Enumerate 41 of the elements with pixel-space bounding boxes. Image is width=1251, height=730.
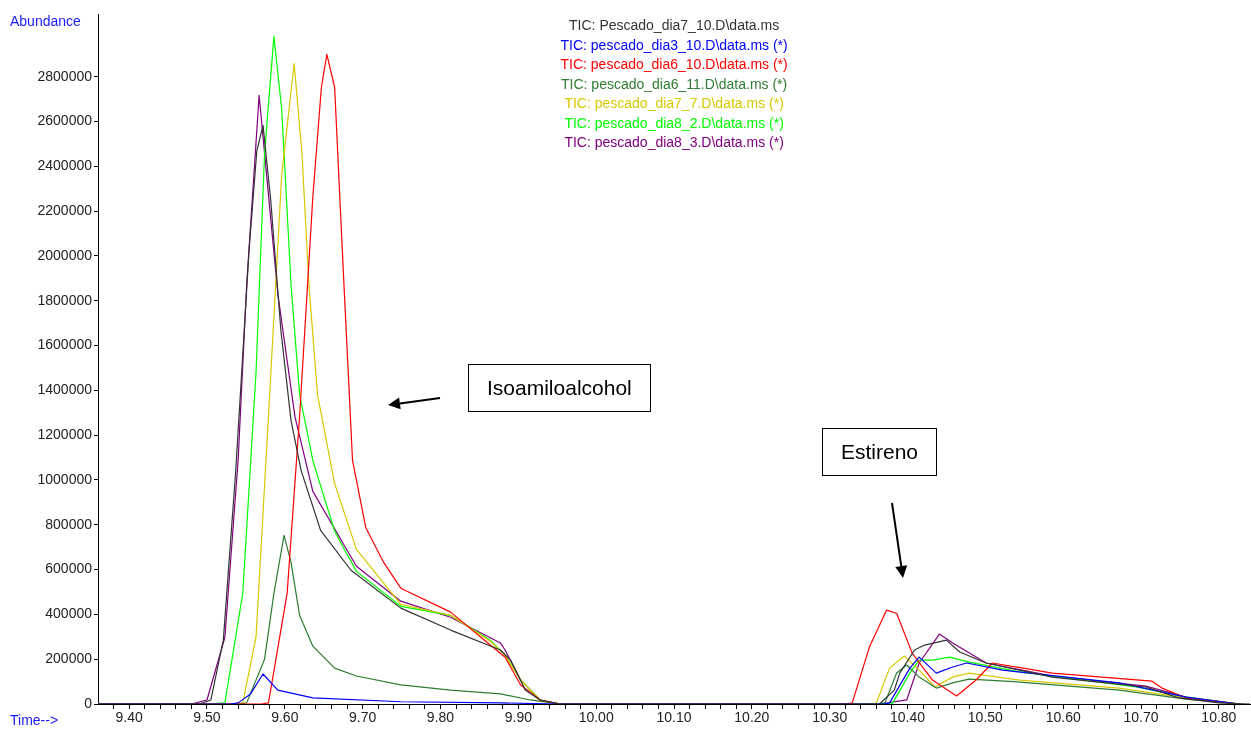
x-tick-label: 10.60	[1045, 709, 1081, 726]
y-tick-label: 2200000	[37, 202, 93, 218]
y-axis-title: Abundance	[10, 13, 81, 29]
y-tick-label: 2000000	[37, 246, 93, 263]
x-tick-label: 9.70	[349, 709, 377, 726]
y-tick-label: 1800000	[37, 291, 93, 308]
x-tick-label: 10.70	[1123, 709, 1159, 726]
x-tick-label: 10.20	[734, 709, 770, 726]
y-tick-label: 1600000	[37, 336, 93, 353]
y-tick-label: 200000	[45, 650, 93, 667]
annotation: Estireno	[822, 428, 938, 476]
x-tick-label: 9.90	[504, 709, 533, 726]
y-tick-label: 800000	[45, 515, 93, 532]
y-tick-label: 0	[84, 694, 93, 711]
text: TIC: pescado_dia8_3.D\data.ms (*)	[563, 133, 785, 152]
y-tick-label: 1000000	[37, 470, 93, 487]
text: TIC: pescado_dia6_10.D\data.ms (*)	[560, 55, 788, 74]
x-tick-label: 9.40	[115, 709, 143, 726]
text: TIC: Pescado_dia7_10.D\data.ms	[568, 16, 781, 35]
x-tick-label: 9.60	[271, 709, 299, 726]
text: TIC: pescado_dia6_11.D\data.ms (*)	[560, 74, 788, 94]
x-tick-label: 9.50	[193, 709, 221, 726]
text: TIC: pescado_dia7_7.D\data.ms (*)	[563, 94, 785, 113]
y-tick-label: 400000	[45, 605, 93, 622]
x-tick-label: 10.00	[578, 709, 614, 726]
y-tick-label: 2400000	[37, 157, 93, 174]
x-tick-label: 10.40	[889, 709, 926, 726]
text: TIC: pescado_dia3_10.D\data.ms (*)	[560, 35, 788, 55]
x-tick-label: 10.10	[656, 709, 692, 726]
x-tick-label: 9.80	[426, 709, 455, 726]
x-tick-label: 10.80	[1201, 709, 1237, 726]
annotation: Isoamiloalcohol	[468, 364, 651, 412]
text: TIC: pescado_dia8_2.D\data.ms (*)	[563, 113, 785, 133]
x-axis-title: Time-->	[10, 712, 59, 728]
y-tick-label: 2600000	[37, 112, 93, 129]
y-tick-label: 2800000	[37, 67, 93, 84]
y-tick-label: 1400000	[37, 381, 93, 398]
x-tick-label: 10.50	[967, 709, 1004, 726]
y-tick-label: 600000	[45, 560, 93, 577]
x-tick-label: 10.30	[812, 709, 848, 726]
y-tick-label: 1200000	[37, 426, 93, 443]
